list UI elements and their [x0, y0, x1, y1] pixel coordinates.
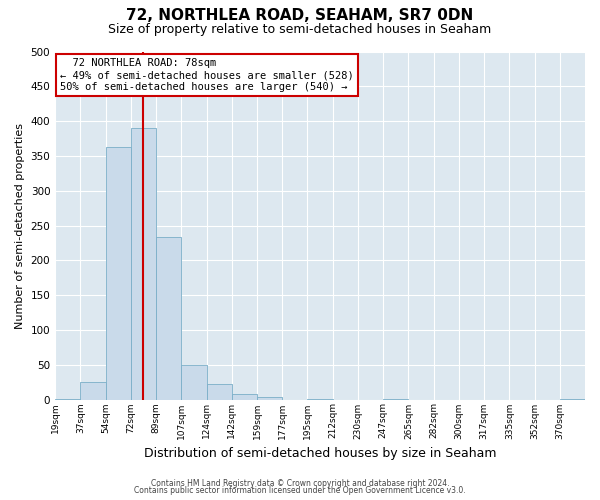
Bar	[560, 399, 585, 400]
Text: 72 NORTHLEA ROAD: 78sqm  
← 49% of semi-detached houses are smaller (528)
50% of: 72 NORTHLEA ROAD: 78sqm ← 49% of semi-de…	[61, 58, 354, 92]
Bar	[55, 399, 80, 400]
Text: Contains HM Land Registry data © Crown copyright and database right 2024.: Contains HM Land Registry data © Crown c…	[151, 478, 449, 488]
Text: Size of property relative to semi-detached houses in Seaham: Size of property relative to semi-detach…	[109, 22, 491, 36]
Bar	[232, 394, 257, 400]
Bar	[206, 384, 232, 400]
Bar	[80, 382, 106, 400]
Text: 72, NORTHLEA ROAD, SEAHAM, SR7 0DN: 72, NORTHLEA ROAD, SEAHAM, SR7 0DN	[127, 8, 473, 22]
Bar	[156, 238, 181, 400]
X-axis label: Distribution of semi-detached houses by size in Seaham: Distribution of semi-detached houses by …	[144, 447, 496, 460]
Bar	[106, 147, 131, 400]
Bar	[383, 399, 409, 400]
Text: Contains public sector information licensed under the Open Government Licence v3: Contains public sector information licen…	[134, 486, 466, 495]
Bar	[307, 399, 332, 400]
Y-axis label: Number of semi-detached properties: Number of semi-detached properties	[15, 122, 25, 328]
Bar	[131, 128, 156, 400]
Bar	[181, 364, 206, 400]
Bar	[257, 398, 282, 400]
